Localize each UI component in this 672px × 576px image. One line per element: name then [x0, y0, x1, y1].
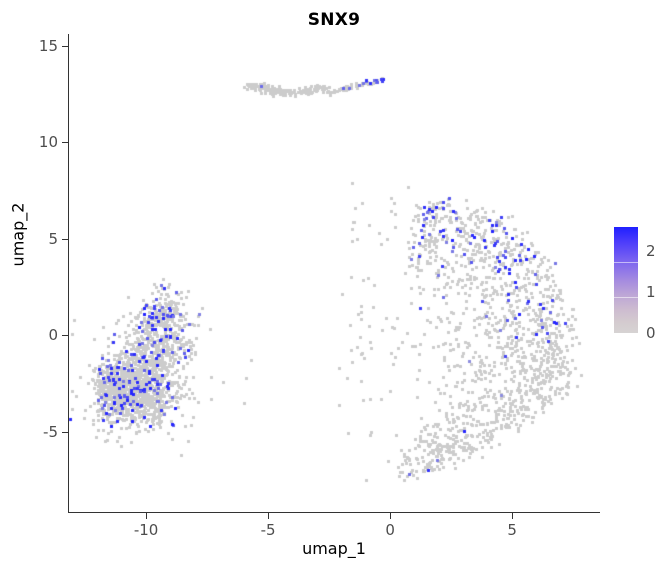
colorbar-label-1: 1: [646, 283, 656, 302]
y-ticklabel-15: 15: [38, 36, 58, 55]
y-tick-15: [62, 45, 68, 47]
y-axis-label: umap_2: [8, 202, 28, 267]
colorbar-legend: [614, 227, 638, 333]
y-ticklabel-0: 0: [48, 326, 58, 345]
colorbar-label-2: 2: [646, 242, 656, 261]
x-tick-0: [390, 513, 392, 519]
y-ticklabel-10: 10: [38, 133, 58, 152]
y-tick-5: [62, 238, 68, 240]
colorbar-label-0: 0: [646, 324, 656, 342]
y-tick--5: [62, 431, 68, 433]
x-ticklabel--5: -5: [260, 521, 276, 539]
scatter-points-canvas: [68, 34, 600, 513]
x-tick--10: [146, 513, 148, 519]
y-ticklabel--5: -5: [43, 422, 58, 441]
x-tick-5: [512, 513, 514, 519]
plot-panel: [68, 34, 600, 513]
x-ticklabel--10: -10: [133, 521, 159, 539]
colorbar-tickmark-2: [614, 262, 638, 263]
page-title: SNX9: [307, 10, 361, 30]
x-ticklabel-0: 0: [385, 521, 395, 539]
x-axis-label: umap_1: [302, 539, 366, 558]
y-axis-line: [68, 34, 69, 513]
x-tick--5: [268, 513, 270, 519]
x-ticklabel-5: 5: [507, 521, 517, 539]
colorbar-gradient: [614, 227, 638, 333]
y-ticklabel-5: 5: [48, 229, 58, 248]
y-tick-10: [62, 142, 68, 144]
y-tick-0: [62, 335, 68, 337]
x-axis-line: [68, 512, 600, 513]
colorbar-tickmark-1: [614, 297, 638, 298]
